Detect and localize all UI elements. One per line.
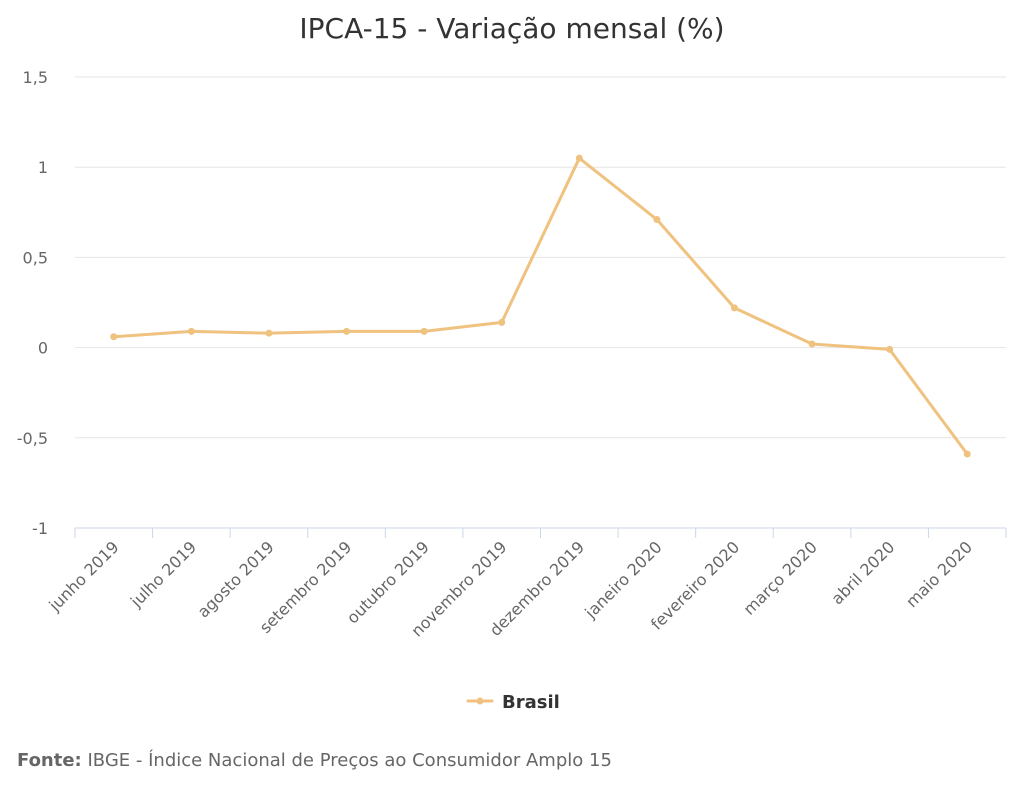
data-point xyxy=(886,345,894,353)
x-tick-label: junho 2019 xyxy=(45,537,123,615)
data-point xyxy=(343,327,351,335)
line-chart: -1 -0,5 0 0,5 1 1,5 junho 2019 julho 2019agost… xyxy=(17,68,1007,713)
legend-label: Brasil xyxy=(502,692,560,713)
x-tick-label: maio 2020 xyxy=(902,537,976,611)
series-brasil xyxy=(110,154,971,458)
y-tick-label: 0 xyxy=(38,339,48,358)
source-text: IBGE - Índice Nacional de Preços ao Cons… xyxy=(87,750,612,771)
data-point xyxy=(575,154,583,162)
data-point xyxy=(808,340,816,348)
x-tick-label: julho 2019 xyxy=(126,537,200,611)
data-point xyxy=(963,450,971,458)
source-label: Fonte: xyxy=(17,750,82,771)
source-note: Fonte: IBGE - Índice Nacional de Preços … xyxy=(17,750,612,771)
y-tick-label: 1,5 xyxy=(23,68,48,87)
legend: Brasil xyxy=(466,692,560,713)
x-tick-label: março 2020 xyxy=(740,537,821,618)
x-tick-label: agosto 2019 xyxy=(194,537,278,621)
data-point xyxy=(265,329,273,337)
x-tick-label: janeiro 2020 xyxy=(580,537,665,622)
data-point xyxy=(420,327,428,335)
chart-title: IPCA-15 - Variação mensal (%) xyxy=(299,12,725,45)
x-tick-label: abril 2020 xyxy=(828,537,899,608)
y-tick-label: -1 xyxy=(32,519,48,538)
y-tick-label: -0,5 xyxy=(17,429,48,448)
data-point xyxy=(730,304,738,312)
grid-lines xyxy=(75,76,1006,529)
data-point xyxy=(187,327,195,335)
y-tick-label: 1 xyxy=(38,158,48,177)
data-point xyxy=(110,333,118,341)
legend-marker xyxy=(476,697,484,705)
series-line xyxy=(112,156,969,456)
y-tick-label: 0,5 xyxy=(23,248,48,267)
y-axis-tick-labels: -1 -0,5 0 0,5 1 1,5 xyxy=(17,68,48,538)
data-point xyxy=(653,216,661,224)
data-point xyxy=(498,318,506,326)
